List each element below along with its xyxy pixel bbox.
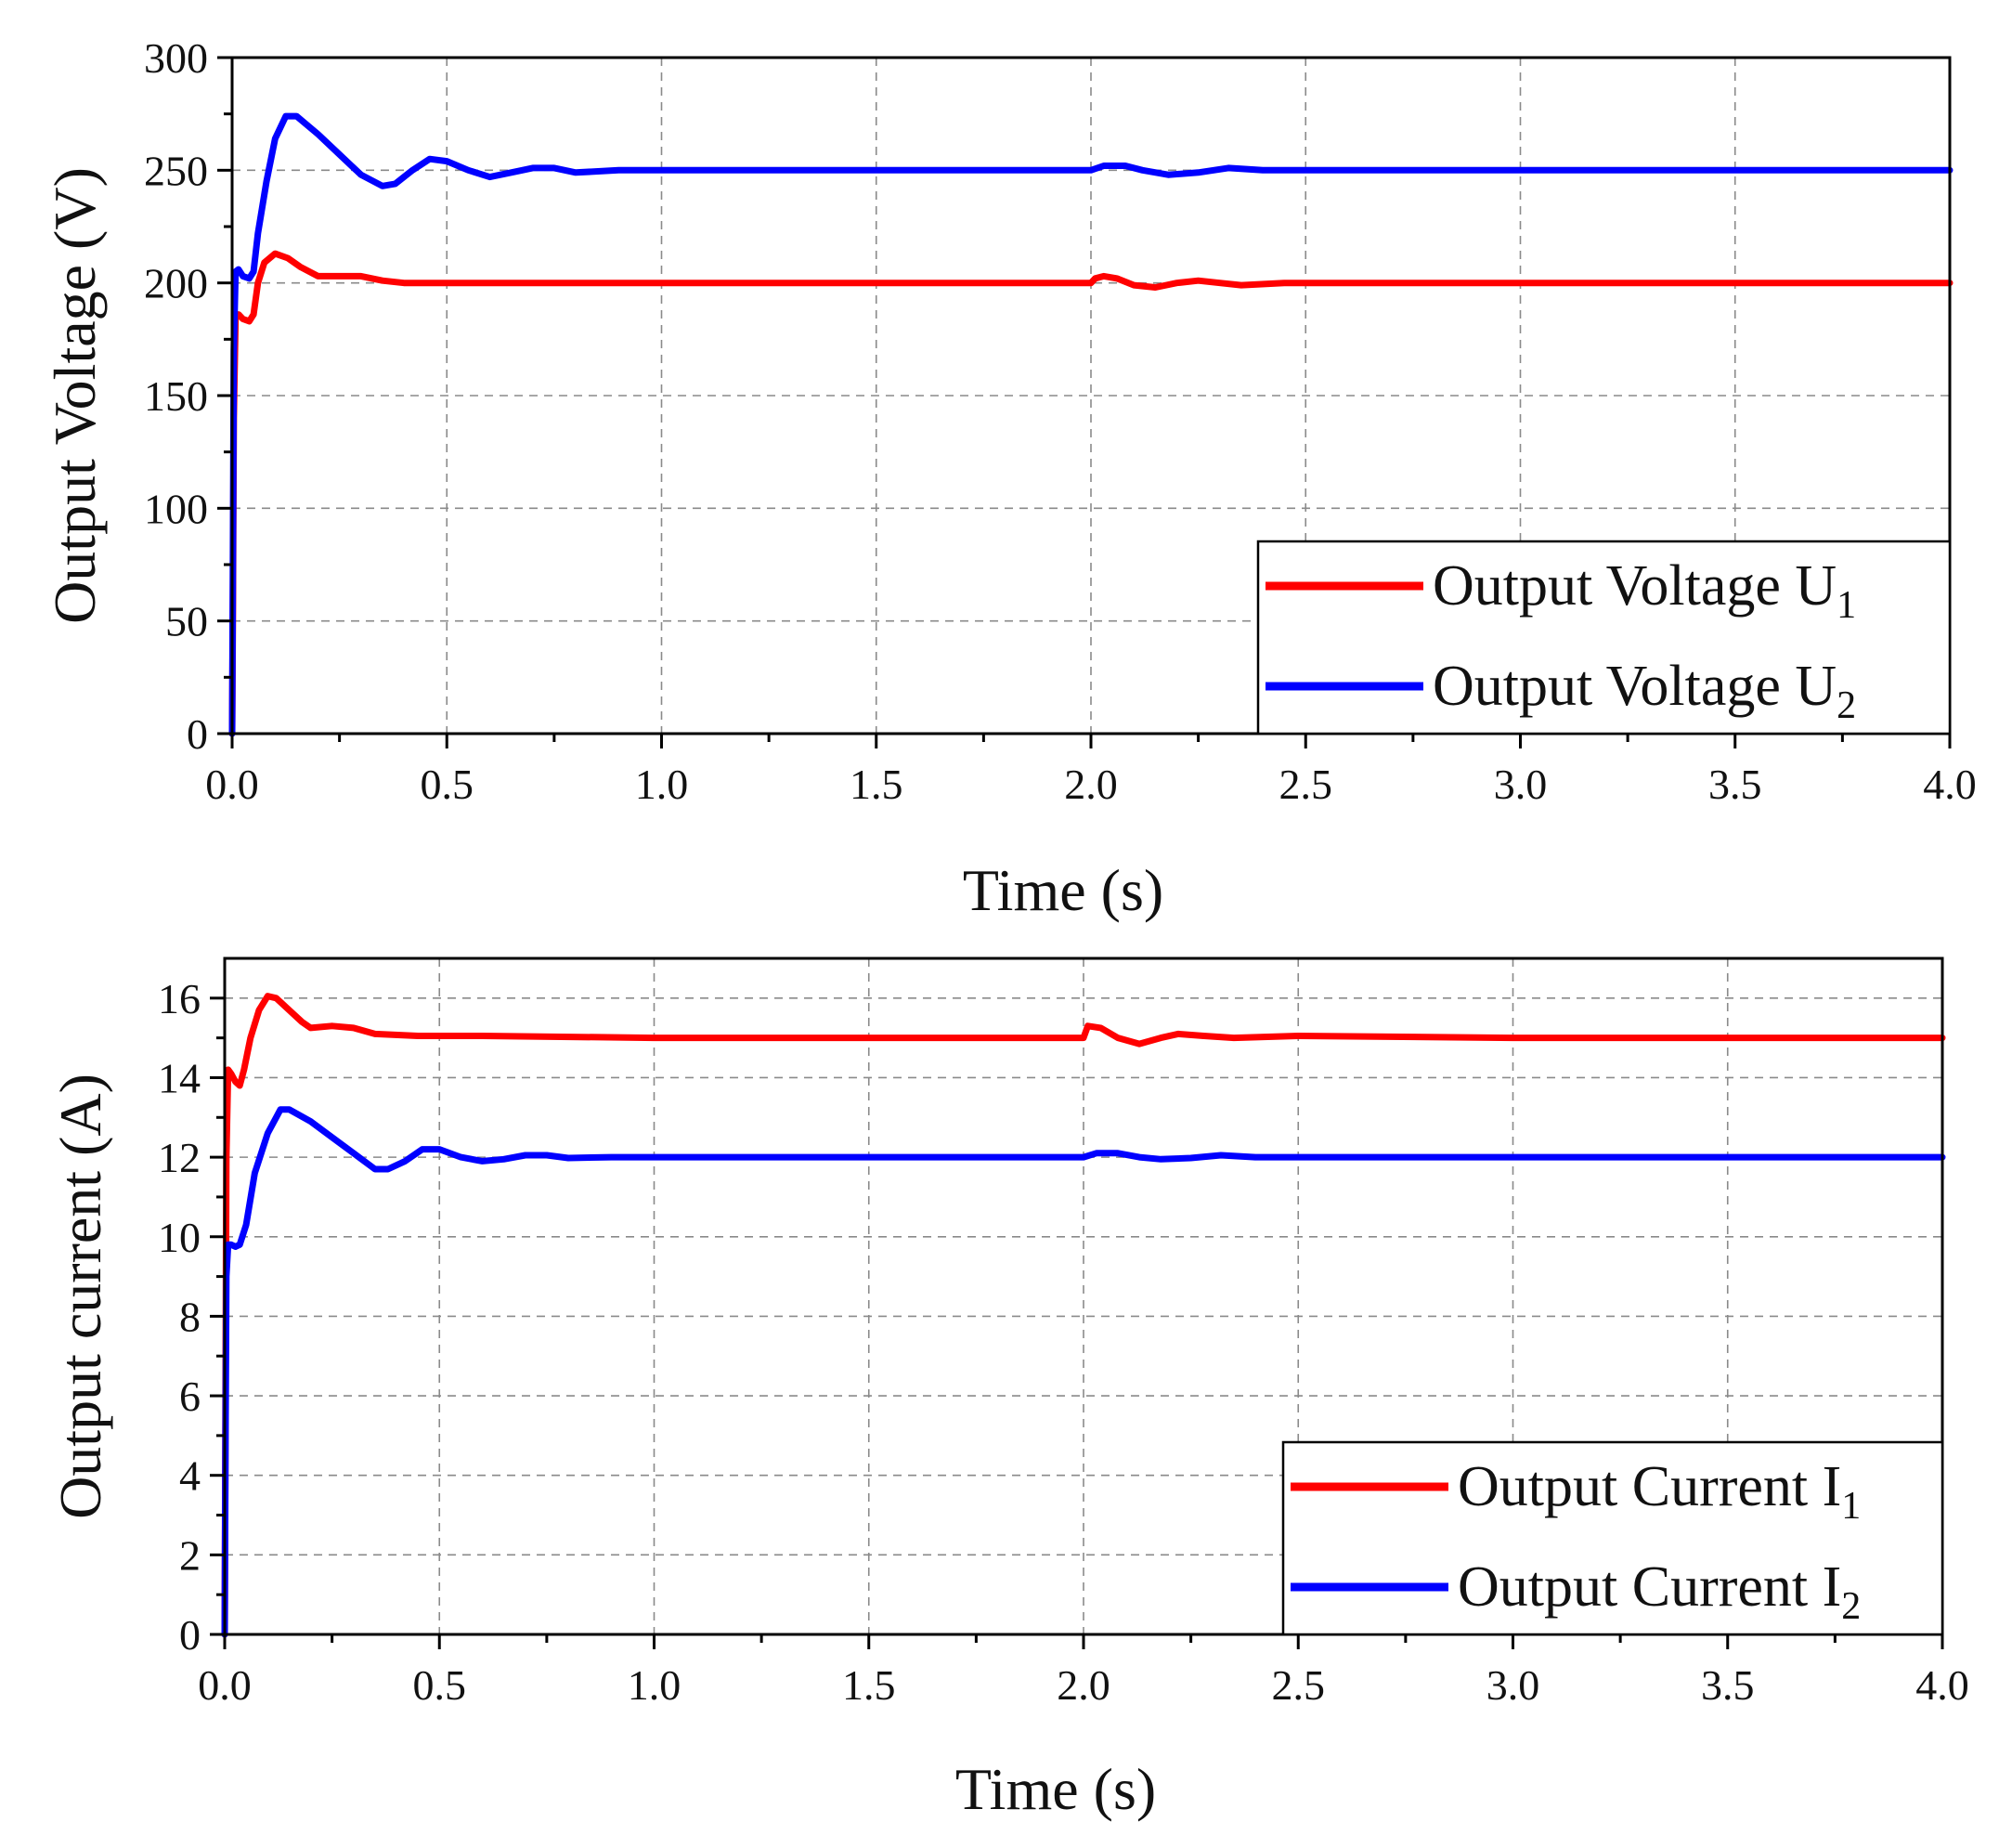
voltage-y-axis-title: Output Voltage (V) <box>42 167 108 624</box>
current-series-line-2 <box>221 1106 1946 1638</box>
current-y-tick-label: 8 <box>179 1293 201 1340</box>
voltage-x-axis-title: Time (s) <box>963 857 1163 923</box>
current-x-tick-label: 1.0 <box>628 1661 681 1709</box>
voltage-x-tick-labels: 0.0 0.5 1.0 1.5 2.0 2.5 3.0 3.5 4.0 <box>205 761 1977 808</box>
voltage-x-tick-label: 4.0 <box>1923 761 1977 808</box>
current-x-tick-label: 3.0 <box>1486 1661 1540 1709</box>
voltage-ticks <box>217 56 1952 748</box>
current-x-tick-label: 4.0 <box>1915 1661 1969 1709</box>
voltage-legend: Output Voltage U1 Output Voltage U2 <box>1256 540 1952 735</box>
voltage-x-tick-label: 1.5 <box>850 761 903 808</box>
voltage-x-tick-label: 3.5 <box>1708 761 1762 808</box>
current-legend-label-i2-sub: 2 <box>1841 1585 1861 1628</box>
current-y-tick-label: 4 <box>179 1452 201 1500</box>
current-y-tick-labels: 0 2 4 6 8 10 12 14 16 <box>158 975 201 1659</box>
current-y-tick-label: 14 <box>158 1054 201 1101</box>
current-x-tick-label: 1.5 <box>842 1661 896 1709</box>
current-chart: 0.0 0.5 1.0 1.5 2.0 2.5 3.0 3.5 4.0 024681012141… <box>47 957 1969 1822</box>
current-legend: Output Current I1 Output Current I2 <box>1281 1440 1944 1636</box>
current-x-tick-label: 0.5 <box>413 1661 467 1709</box>
current-x-tick-label: 2.5 <box>1272 1661 1326 1709</box>
voltage-y-tick-label: 250 <box>144 147 208 194</box>
current-series-layer <box>221 993 1946 1638</box>
voltage-x-tick-label: 3.0 <box>1494 761 1548 808</box>
voltage-legend-box <box>1256 540 1952 735</box>
current-y-tick-label: 0 <box>179 1611 201 1659</box>
current-y-tick-label: 12 <box>158 1134 201 1181</box>
voltage-x-tick-label: 2.0 <box>1064 761 1118 808</box>
current-y-axis-title: Output current (A) <box>47 1074 113 1519</box>
current-x-tick-label: 2.0 <box>1057 1661 1110 1709</box>
current-ticks <box>210 996 1944 1649</box>
current-x-tick-label: 0.0 <box>198 1661 252 1709</box>
voltage-legend-label-u1-main: Output Voltage U <box>1433 554 1837 618</box>
voltage-legend-label-u2-sub: 2 <box>1837 684 1856 727</box>
voltage-legend-label-u2: Output Voltage U2 <box>1433 655 1856 727</box>
current-x-tick-labels: 0.0 0.5 1.0 1.5 2.0 2.5 3.0 3.5 4.0 <box>198 1661 1969 1709</box>
voltage-series-line-1 <box>228 250 1954 737</box>
current-legend-label-i1: Output Current I1 <box>1458 1455 1861 1528</box>
voltage-x-tick-label: 0.5 <box>421 761 474 808</box>
voltage-y-tick-label: 150 <box>144 372 208 420</box>
voltage-y-tick-labels: 0 50 100 150 200 250 300 <box>144 34 208 758</box>
voltage-x-tick-label: 0.0 <box>205 761 259 808</box>
voltage-y-tick-label: 100 <box>144 485 208 532</box>
current-legend-label-i1-main: Output Current I <box>1458 1455 1841 1518</box>
voltage-chart: 0.0 0.5 1.0 1.5 2.0 2.5 3.0 3.5 4.0 0 50 100 150 200… <box>42 34 1977 923</box>
current-x-tick-label: 3.5 <box>1701 1661 1755 1709</box>
voltage-legend-label-u1: Output Voltage U1 <box>1433 554 1856 627</box>
current-legend-label-i2: Output Current I2 <box>1458 1555 1861 1628</box>
current-x-axis-title: Time (s) <box>955 1756 1156 1822</box>
voltage-series-line-2 <box>228 112 1954 737</box>
current-y-tick-label: 16 <box>158 975 201 1022</box>
voltage-y-tick-label: 0 <box>187 710 208 758</box>
current-legend-label-i1-sub: 1 <box>1841 1485 1861 1528</box>
voltage-legend-label-u1-sub: 1 <box>1837 584 1856 627</box>
voltage-y-tick-label: 200 <box>144 260 208 307</box>
voltage-x-tick-label: 1.0 <box>635 761 689 808</box>
voltage-series-layer <box>228 112 1954 737</box>
voltage-legend-label-u2-main: Output Voltage U <box>1433 655 1837 718</box>
current-y-tick-label: 10 <box>158 1214 201 1261</box>
voltage-y-tick-label: 300 <box>144 34 208 82</box>
voltage-x-tick-label: 2.5 <box>1279 761 1333 808</box>
current-y-tick-label: 6 <box>179 1373 201 1420</box>
current-legend-box <box>1281 1440 1944 1636</box>
voltage-y-tick-label: 50 <box>165 598 208 645</box>
current-series-line-1 <box>221 993 1946 1638</box>
current-y-tick-label: 2 <box>179 1531 201 1579</box>
current-legend-label-i2-main: Output Current I <box>1458 1555 1841 1619</box>
